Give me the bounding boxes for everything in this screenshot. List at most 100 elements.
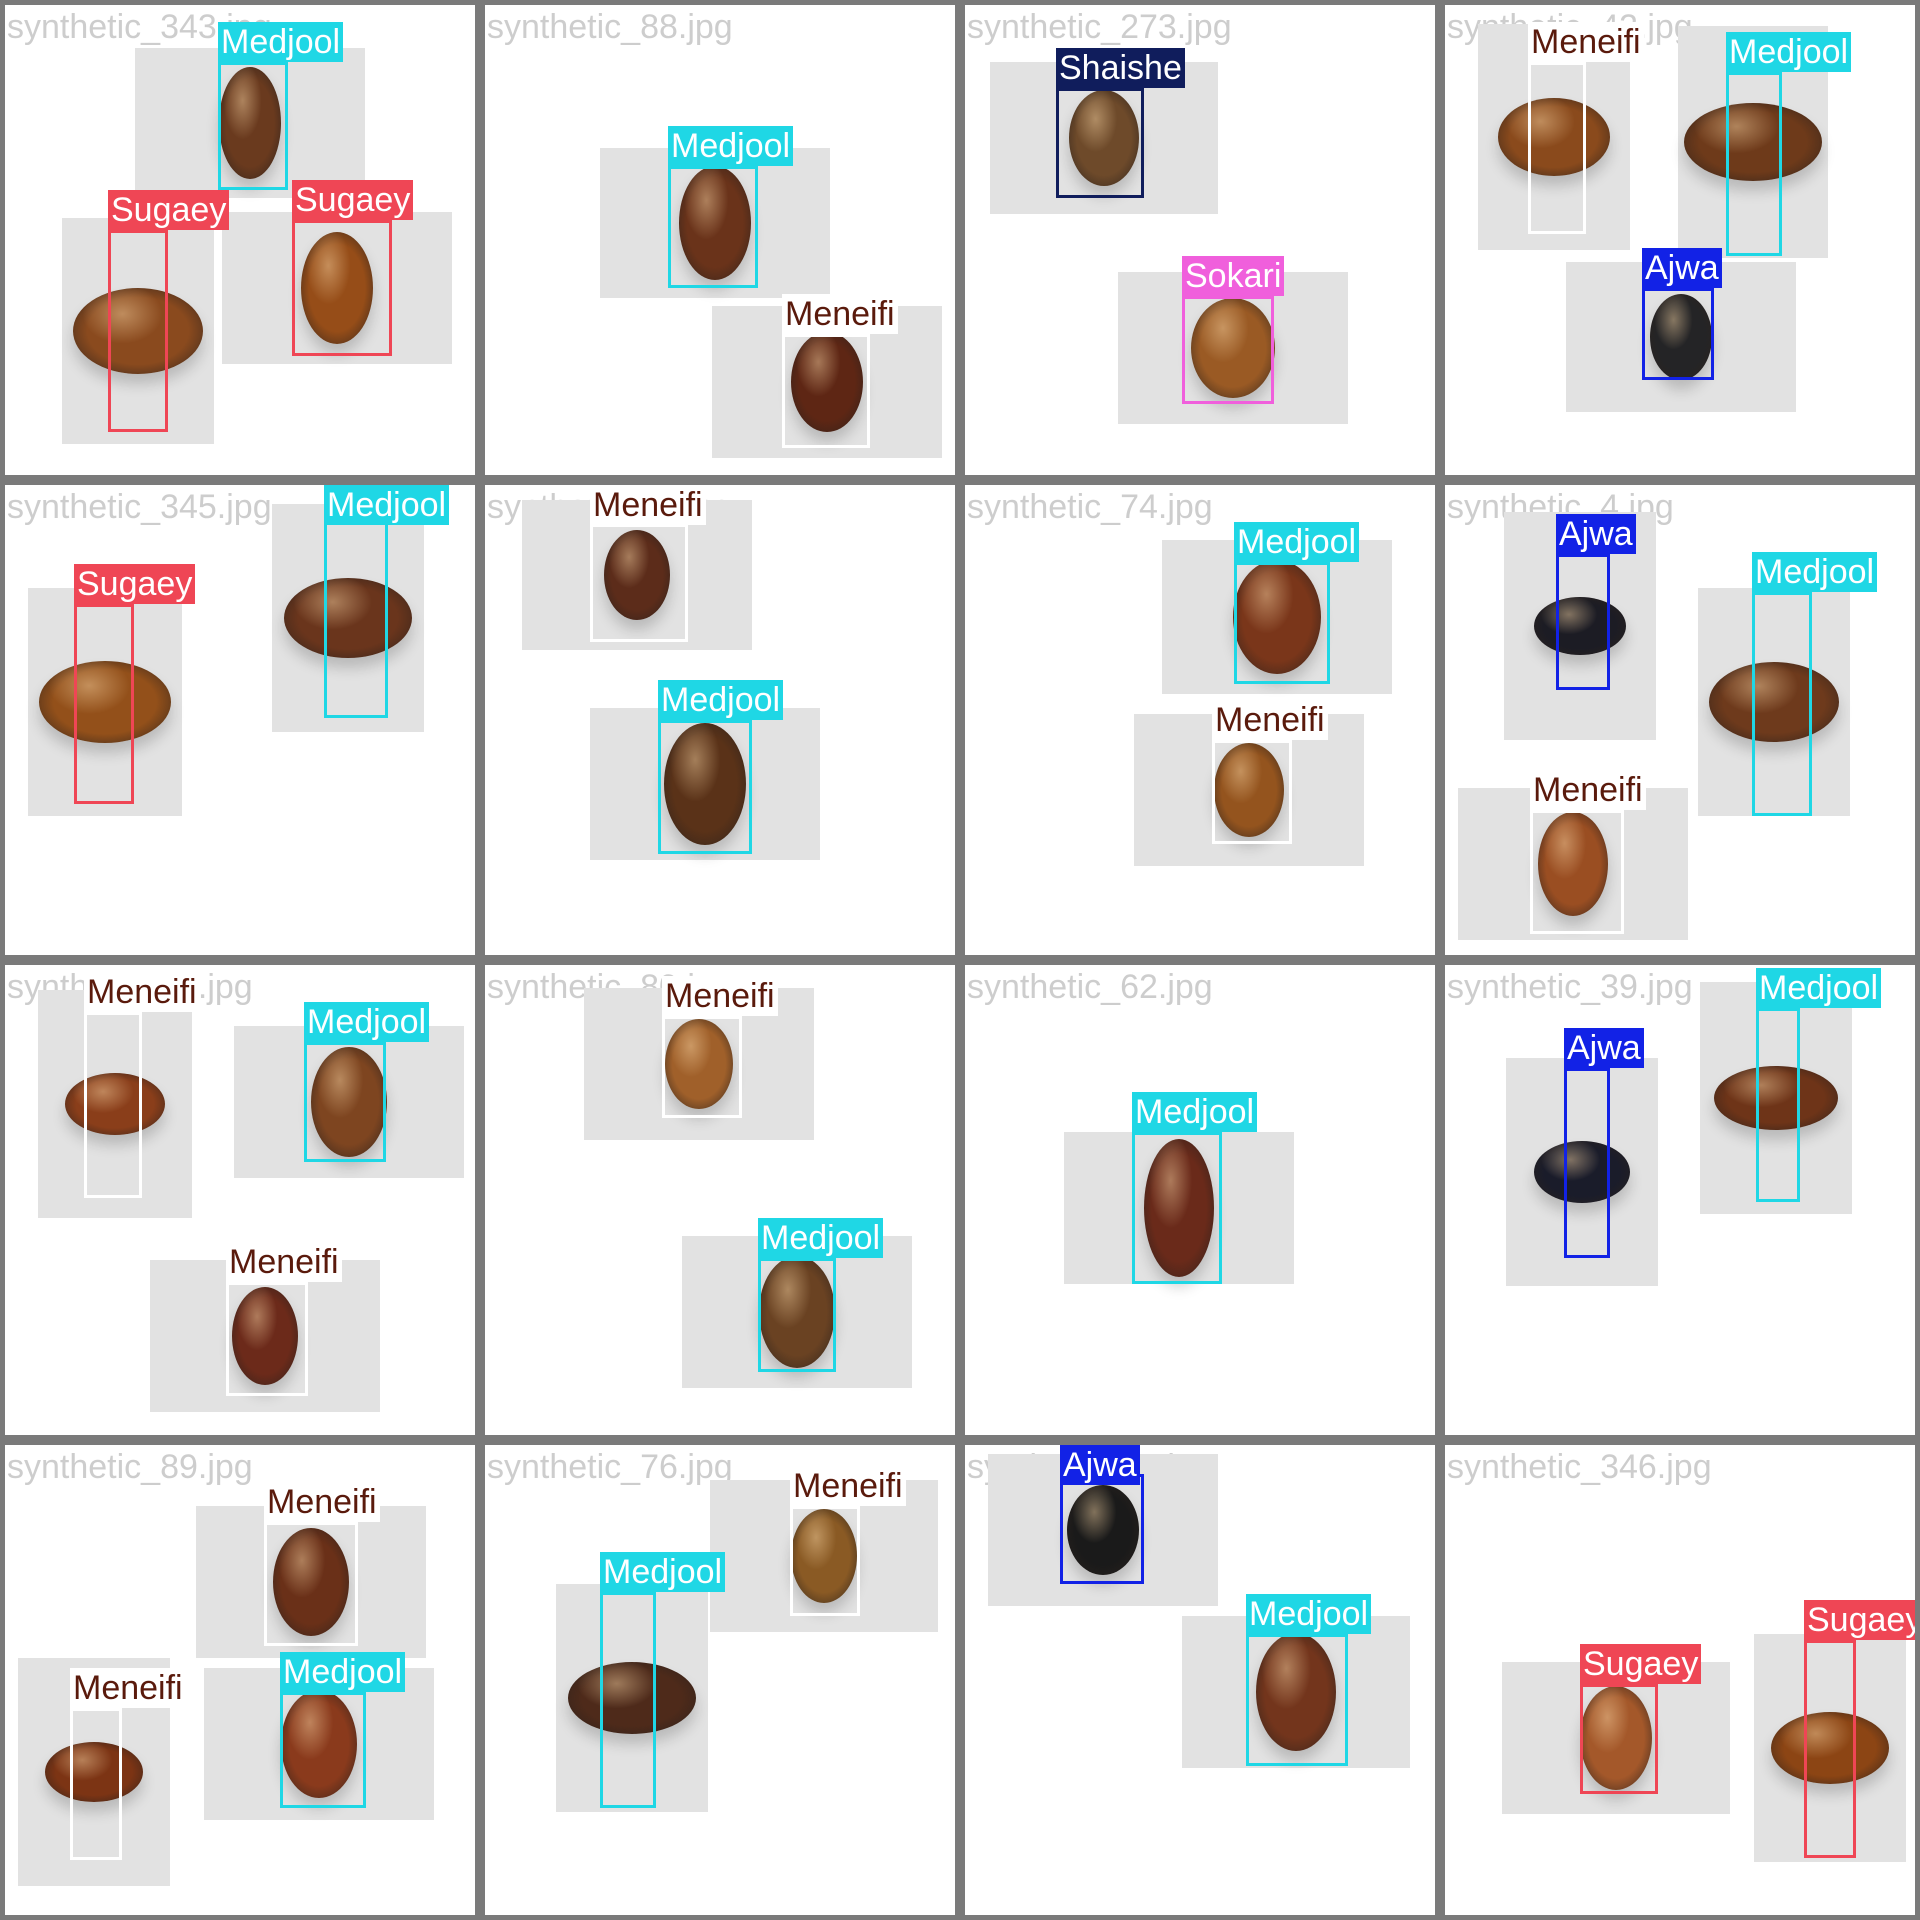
date-fruit <box>232 1287 298 1385</box>
date-fruit <box>1534 597 1626 655</box>
bounding-box <box>1530 810 1624 934</box>
bounding-box <box>1056 88 1144 198</box>
date-photo <box>150 1260 380 1412</box>
bounding-box <box>1580 1684 1658 1794</box>
image-filename: synthetic_346.jpg <box>1447 1448 1712 1486</box>
date-fruit <box>301 232 373 344</box>
bounding-box <box>1060 1474 1144 1584</box>
date-photo <box>556 1584 708 1812</box>
bounding-box <box>790 1506 860 1616</box>
date-fruit <box>1534 1141 1630 1203</box>
date-photo <box>38 990 192 1218</box>
date-photo <box>990 62 1218 214</box>
bounding-box <box>304 1042 386 1162</box>
bounding-box <box>1756 1008 1800 1202</box>
class-label: Medjool <box>668 126 794 166</box>
date-photo <box>590 708 820 860</box>
date-photo <box>1754 1634 1906 1862</box>
date-photo <box>28 588 182 816</box>
class-label: Medjool <box>1756 968 1882 1008</box>
date-fruit <box>1714 1066 1838 1130</box>
bounding-box <box>590 524 688 642</box>
bounding-box <box>324 516 388 718</box>
class-label: Medjool <box>658 680 784 720</box>
class-label: Meneifi <box>264 1482 380 1522</box>
class-label: Ajwa <box>1060 1445 1140 1485</box>
class-label: Medjool <box>1726 32 1852 72</box>
date-photo <box>1182 1616 1410 1768</box>
image-filename: synthetic_345.jpg <box>7 488 272 526</box>
class-label: Meneifi <box>782 294 898 334</box>
date-fruit <box>281 1690 357 1798</box>
date-fruit <box>1709 662 1839 742</box>
date-fruit <box>311 1047 387 1157</box>
image-tile: synthetic_273.jpg Shaishe Sokari <box>965 5 1435 475</box>
date-photo <box>600 148 830 298</box>
bounding-box <box>74 604 134 804</box>
class-label: Meneifi <box>590 485 706 525</box>
date-fruit <box>1214 743 1284 837</box>
date-fruit <box>1580 1686 1652 1790</box>
bounding-box <box>108 230 168 432</box>
date-photo <box>62 218 214 444</box>
class-label: Medjool <box>1752 552 1878 592</box>
date-fruit <box>1684 103 1822 181</box>
date-fruit <box>1498 98 1610 176</box>
image-filename: synthetic_76.jpg <box>487 1448 733 1486</box>
date-photo <box>1458 788 1688 940</box>
date-fruit <box>568 1662 696 1734</box>
image-tile: synthetic_76.jpg Meneifi Medjool <box>485 1445 955 1915</box>
bounding-box <box>1556 554 1610 690</box>
image-tile: synthetic_39.jpg Ajwa Medjool <box>1445 965 1915 1435</box>
bounding-box <box>226 1282 308 1396</box>
date-fruit <box>39 661 171 743</box>
date-photo <box>196 1506 426 1658</box>
class-label: Medjool <box>324 485 450 525</box>
class-label: Meneifi <box>1212 700 1328 740</box>
date-photo <box>272 504 424 732</box>
class-label: Shaishe <box>1056 48 1185 88</box>
bounding-box <box>1182 296 1274 404</box>
image-tile: synthetic_343.jpg Medjool Sugaey Sugaey <box>5 5 475 475</box>
bounding-box <box>1804 1640 1856 1858</box>
bounding-box <box>668 166 758 288</box>
bounding-box <box>1642 288 1714 380</box>
image-tile: synthetic_74.jpg Medjool Meneifi <box>965 485 1435 955</box>
image-tile: synthetic_4.jpg Ajwa Medjool Meneifi <box>1445 485 1915 955</box>
date-fruit <box>679 166 751 280</box>
date-fruit <box>664 723 746 845</box>
class-label: Meneifi <box>70 1668 186 1708</box>
bounding-box <box>658 720 752 854</box>
date-photo <box>1700 982 1852 1214</box>
bounding-box <box>1564 1068 1610 1258</box>
bounding-box <box>782 334 870 448</box>
date-fruit <box>1069 90 1139 186</box>
class-label: Meneifi <box>662 976 778 1016</box>
date-fruit <box>1067 1485 1139 1575</box>
bounding-box <box>1246 1634 1348 1766</box>
class-label: Sugaey <box>292 180 414 220</box>
image-tile: synthetic_345.jpg Sugaey Medjool <box>5 485 475 955</box>
class-label: Medjool <box>1234 522 1360 562</box>
class-label: Medjool <box>1246 1594 1372 1634</box>
date-fruit <box>1256 1633 1336 1751</box>
class-label: Medjool <box>280 1652 406 1692</box>
date-photo <box>135 48 365 198</box>
date-photo <box>1506 1058 1658 1286</box>
date-fruit <box>665 1019 733 1109</box>
class-label: Medjool <box>218 22 344 62</box>
image-tile: synthetic_62.jpg Medjool <box>965 965 1435 1435</box>
class-label: Meneifi <box>84 972 200 1012</box>
date-photo <box>1064 1132 1294 1284</box>
class-label: Meneifi <box>790 1466 906 1506</box>
date-fruit <box>219 67 281 179</box>
image-filename: synthetic_62.jpg <box>967 968 1213 1006</box>
image-filename: synthetic_39.jpg <box>1447 968 1693 1006</box>
date-fruit <box>791 332 863 432</box>
bounding-box <box>264 1522 358 1646</box>
date-fruit <box>791 1509 857 1603</box>
image-tile: synthetic_89.jpg Meneifi Meneifi Medjool <box>5 1445 475 1915</box>
image-filename: synthetic_273.jpg <box>967 8 1232 46</box>
date-fruit <box>1191 298 1275 398</box>
